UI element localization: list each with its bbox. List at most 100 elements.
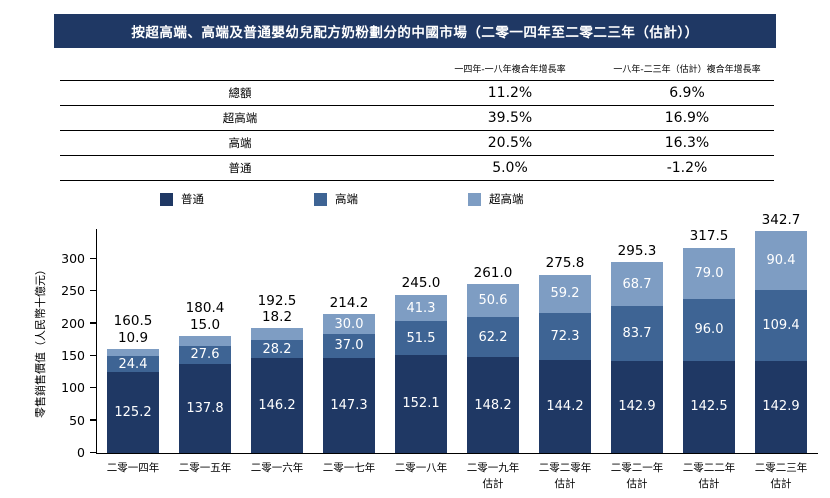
cagr-header-spacer: [60, 65, 420, 73]
x-axis-label-line: 二零二二年: [682, 462, 736, 474]
segment-value-label: 30.0: [334, 316, 364, 332]
bar-group: 317.5 79.0 96.0 142.5 二零二二年估計: [673, 228, 745, 490]
segment-value-label: 37.0: [334, 338, 364, 354]
segment-value-label: 79.0: [694, 265, 724, 281]
total-value-label: 317.5: [673, 228, 745, 244]
x-axis-label: 二零二二年 估計: [668, 460, 750, 493]
segment-value-label: 41.3: [406, 300, 436, 316]
legend-label: 超高端: [489, 192, 524, 206]
segment-value-label: 24.4: [118, 356, 148, 372]
bar-segment: 109.4: [755, 289, 807, 361]
table-row-ultra-premium: 超高端 39.5% 16.9%: [60, 106, 774, 131]
x-axis-label-line: 二零一四年: [106, 462, 160, 474]
segment-value-label: 142.5: [690, 399, 728, 415]
value-label-line: 275.8: [545, 255, 585, 272]
segment-value-label: 125.2: [114, 405, 152, 421]
total-cagr-18-23: 6.9%: [669, 85, 705, 101]
segment-value-label: 147.3: [330, 397, 368, 413]
legend-swatch: [160, 192, 173, 206]
bar-segment: 147.3: [323, 357, 375, 453]
cagr-table: 一四年-一八年複合年增長率 一八年-二三年（估計）複合年增長率 總額 11.2%…: [60, 57, 774, 181]
y-axis-tick-mark: [90, 451, 97, 453]
x-axis-label-line: 估計: [554, 478, 576, 491]
value-label-line: 261.0: [473, 264, 513, 281]
bar-segment: 41.3: [395, 294, 447, 322]
bar-segment: 146.2: [251, 358, 303, 453]
segment-value-label: 51.5: [406, 330, 436, 346]
bar-segment: 96.0: [683, 298, 735, 361]
legend-label: 高端: [335, 192, 358, 206]
cagr-table-header-row: 一四年-一八年複合年增長率 一八年-二三年（估計）複合年增長率: [60, 57, 774, 81]
bar-segment: 51.5: [395, 321, 447, 355]
bar-group: 342.7 90.4 109.4 142.9 二零二三年 估計: [745, 212, 817, 490]
x-axis-label: 二零一八年: [380, 460, 462, 476]
ultra-premium-cagr-14-18: 39.5%: [487, 110, 533, 126]
total-value-label: 180.4 15.0: [169, 300, 241, 333]
bar-segment: [251, 328, 303, 341]
legend-item: 超高端: [468, 191, 524, 207]
x-axis-label: 二零二一年 估計: [596, 460, 678, 493]
segment-value-label: 27.6: [190, 347, 220, 363]
x-axis-label-line: 估計: [698, 478, 720, 491]
cagr-col2-header: 一八年-二三年（估計）複合年增長率: [613, 65, 761, 75]
segment-value-label: 96.0: [694, 322, 724, 338]
value-label-line: 160.5: [113, 313, 153, 330]
page: 按超高端、高端及普通嬰幼兒配方奶粉劃分的中國市場（二零一四年至二零二三年（估計）…: [0, 14, 830, 491]
total-value-label: 295.3: [601, 243, 673, 259]
bar-segment: 28.2: [251, 340, 303, 359]
total-value-label: 261.0: [457, 265, 529, 281]
value-label-line: 317.5: [689, 228, 729, 245]
bar-segment: 90.4: [755, 231, 807, 290]
y-axis-title: 零售銷售價值（人民幣十億元）: [34, 264, 47, 418]
x-axis-label: 二零一四年: [92, 460, 174, 476]
bar-segment: 30.0: [323, 314, 375, 334]
ultra-premium-cagr-18-23: 16.9%: [664, 110, 710, 126]
x-axis-label: 二零二零年 估計: [524, 460, 606, 493]
y-axis-tick-label: 50: [69, 412, 85, 428]
segment-value-label: 72.3: [550, 328, 580, 344]
x-axis-label-line: 二零一六年: [250, 462, 304, 474]
bar-segment: [179, 336, 231, 347]
stacked-bar: 68.7 83.7 142.9: [611, 262, 663, 453]
bar-group: 214.2 30.0 37.0 147.3 二零一七年: [313, 229, 385, 474]
bar-segment: 142.5: [683, 360, 735, 453]
row-label-regular: 普通: [228, 161, 252, 175]
segment-value-label: 50.6: [478, 293, 508, 309]
legend-label: 普通: [181, 192, 204, 206]
segment-value-label: 68.7: [622, 276, 652, 292]
value-label-line: 180.4: [185, 300, 225, 317]
bar-segment: 27.6: [179, 346, 231, 364]
table-row-total: 總額 11.2% 6.9%: [60, 81, 774, 106]
total-value-label: 160.5 10.9: [97, 313, 169, 346]
legend-item: 高端: [314, 191, 358, 207]
segment-value-label: 144.2: [546, 398, 584, 414]
y-axis-tick-mark: [90, 289, 97, 292]
x-axis-label-line: 二零一九年: [466, 462, 520, 474]
premium-cagr-14-18: 20.5%: [487, 135, 533, 151]
y-axis-tick-mark: [90, 257, 97, 259]
segment-value-label: 28.2: [262, 341, 292, 357]
segment-value-label: 109.4: [762, 317, 800, 333]
bar-segment: 83.7: [611, 306, 663, 361]
bar-segment: 142.9: [755, 360, 807, 453]
y-axis-tick-label: 300: [61, 251, 85, 266]
total-value-label: 192.5 18.2: [241, 293, 313, 326]
x-axis-label: 二零一六年: [236, 460, 318, 476]
stacked-bar: 59.2 72.3 144.2: [539, 274, 591, 453]
regular-cagr-18-23: -1.2%: [666, 160, 708, 176]
total-value-label: 275.8: [529, 255, 601, 271]
x-axis-label: 二零二三年 估計: [740, 460, 822, 493]
y-axis-tick-mark: [90, 354, 97, 356]
value-label-line: 245.0: [401, 275, 441, 292]
stacked-bar: 79.0 96.0 142.5: [683, 247, 735, 453]
value-label-line: 18.2: [261, 308, 293, 325]
value-label-line: 15.0: [189, 316, 221, 333]
bar-segment: 142.9: [611, 360, 663, 453]
total-value-label: 245.0: [385, 275, 457, 291]
segment-value-label: 137.8: [186, 400, 224, 416]
x-axis-label-line: 估計: [770, 478, 792, 491]
bar-segment: 144.2: [539, 359, 591, 453]
x-axis-label-line: 估計: [626, 478, 648, 491]
value-label-line: 214.2: [329, 294, 369, 311]
total-cagr-14-18: 11.2%: [487, 85, 533, 101]
